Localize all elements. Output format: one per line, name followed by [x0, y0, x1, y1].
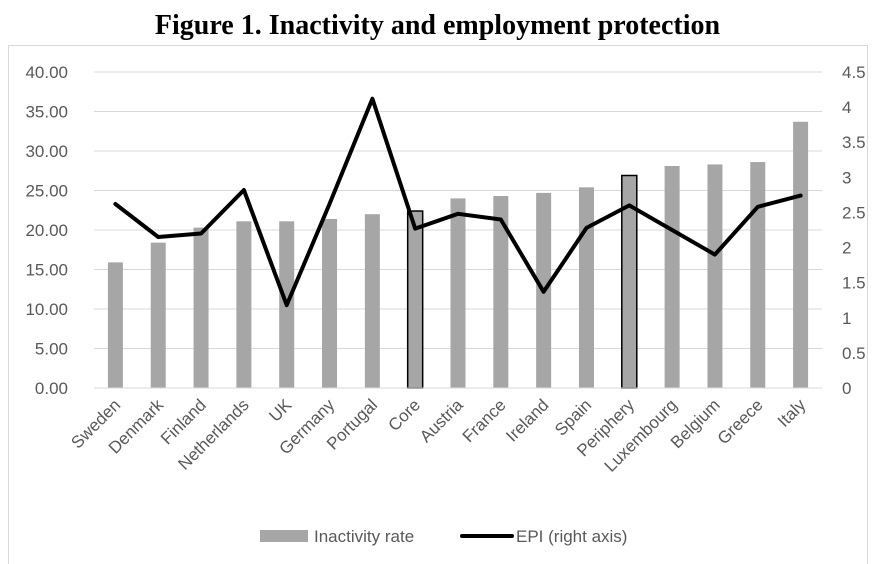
- bar-luxembourg: [664, 166, 680, 388]
- x-tick-label: UK: [265, 395, 296, 426]
- legend: Inactivity rate EPI (right axis): [260, 527, 627, 546]
- bar-belgium: [707, 164, 723, 388]
- y-left-tick-label: 20.00: [25, 221, 68, 240]
- legend-swatch-bar: [260, 530, 308, 542]
- inactivity-bars: [107, 121, 809, 389]
- y-left-tick-label: 15.00: [25, 261, 68, 280]
- y-left-tick-label: 10.00: [25, 300, 68, 319]
- x-tick-label: Italy: [774, 395, 810, 431]
- x-tick-label: France: [459, 395, 510, 446]
- epi-line: [113, 96, 803, 308]
- bar-greece: [750, 162, 766, 388]
- y-right-tick-label: 0: [842, 379, 851, 398]
- bar-italy: [793, 121, 809, 389]
- figure-title: Figure 1. Inactivity and employment prot…: [154, 10, 721, 41]
- y-right-tick-label: 4.5: [842, 63, 866, 82]
- legend-label-bar: Inactivity rate: [314, 527, 414, 546]
- y-right-tick-label: 0.5: [842, 344, 866, 363]
- y-right-tick-label: 3.5: [842, 133, 866, 152]
- bar-denmark: [150, 242, 166, 388]
- bar-spain: [578, 187, 594, 388]
- y-right-tick-label: 1: [842, 309, 851, 328]
- bar-core: [406, 210, 424, 389]
- y-left-tick-label: 5.00: [35, 340, 68, 359]
- chart-frame: [8, 45, 868, 564]
- x-tick-label: Core: [385, 395, 424, 434]
- bar-sweden: [107, 262, 123, 388]
- y-left-tick-label: 40.00: [25, 63, 68, 82]
- bar-portugal: [364, 214, 380, 388]
- y-right-tick-label: 2.5: [842, 203, 866, 222]
- y-left-tick-label: 25.00: [25, 182, 68, 201]
- x-tick-label: Austria: [416, 395, 467, 446]
- x-tick-label: Ireland: [502, 395, 552, 445]
- y-left-tick-label: 0.00: [35, 379, 68, 398]
- y-right-tick-label: 4: [842, 98, 851, 117]
- bar-austria: [450, 198, 466, 388]
- y-left-tick-label: 35.00: [25, 103, 68, 122]
- bar-france: [493, 196, 509, 388]
- y-right-tick-label: 3: [842, 168, 851, 187]
- x-tick-label: Greece: [714, 395, 767, 448]
- bar-netherlands: [236, 221, 252, 388]
- bar-germany: [322, 218, 338, 388]
- y-right-tick-label: 1.5: [842, 274, 866, 293]
- bar-finland: [193, 227, 209, 388]
- legend-label-line: EPI (right axis): [516, 527, 627, 546]
- y-left-tick-label: 30.00: [25, 142, 68, 161]
- y-right-tick-label: 2: [842, 239, 851, 258]
